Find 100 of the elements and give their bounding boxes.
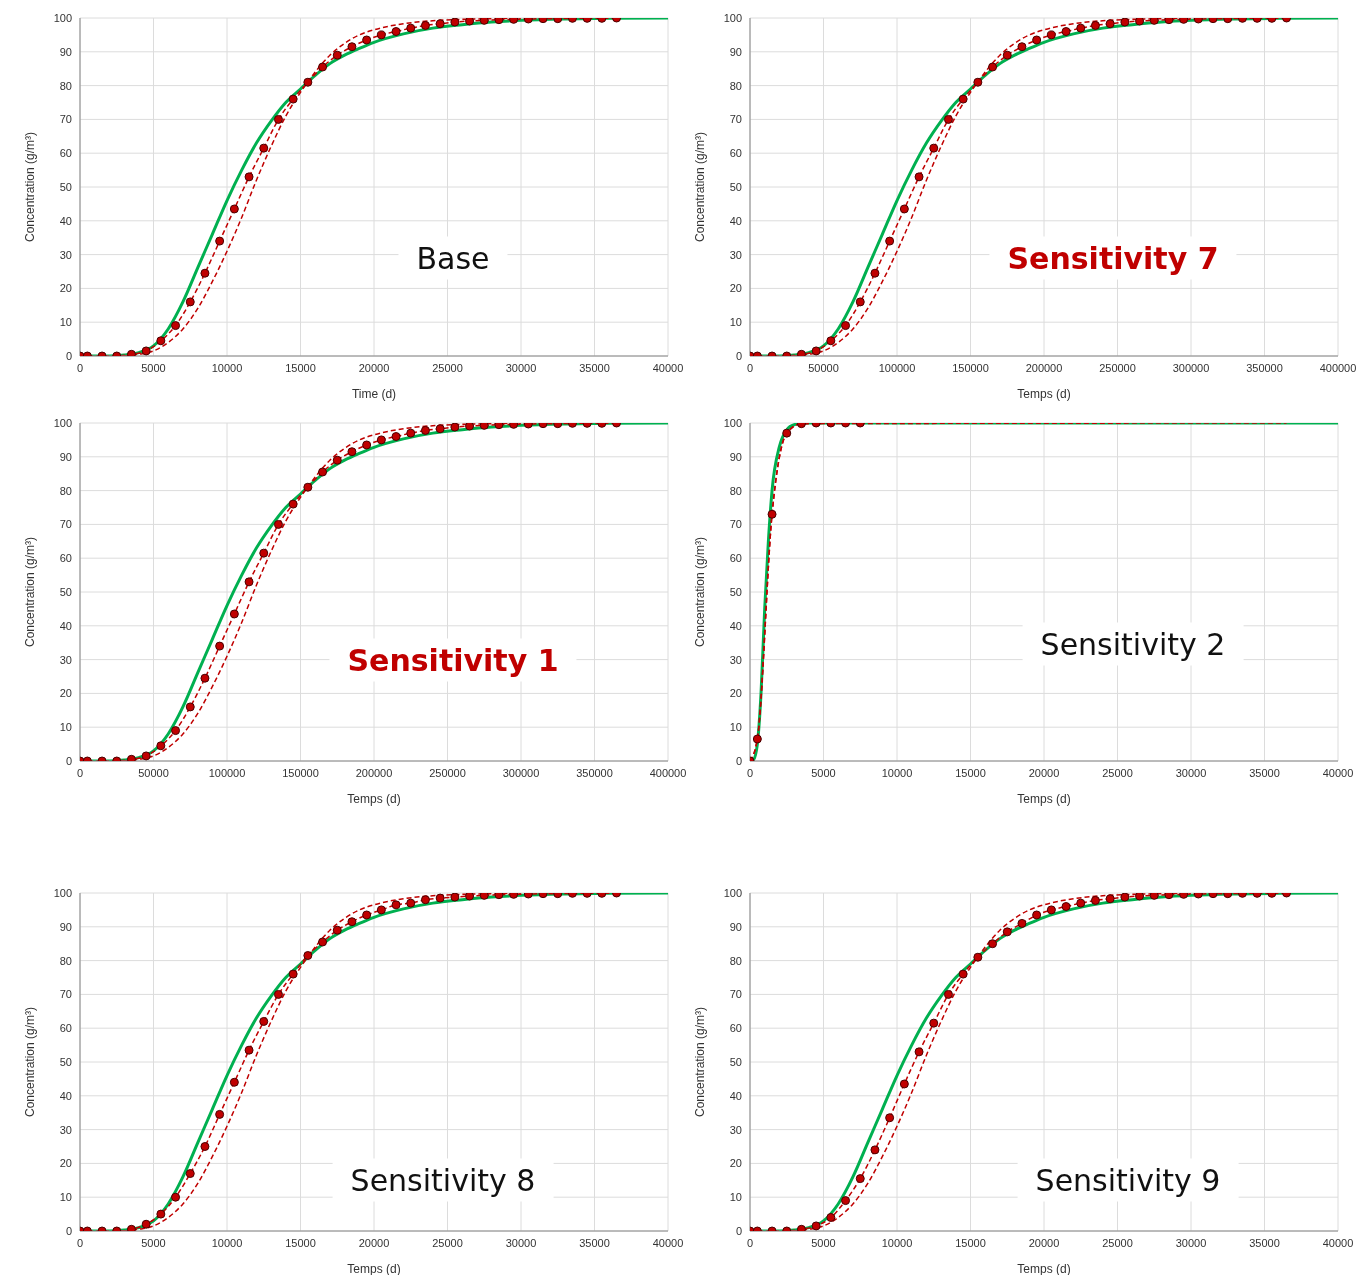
text: Sensitivity 9 — [1017, 1158, 1239, 1202]
x-tick-label: 35000 — [579, 1236, 610, 1249]
y-tick-label: 10 — [59, 721, 72, 734]
y-tick-label: 100 — [723, 416, 742, 429]
x-tick-label: 0 — [746, 361, 754, 374]
x-tick-label: 10000 — [881, 766, 913, 779]
x-tick-label: 150000 — [952, 361, 989, 374]
x-tick-label: 35000 — [1249, 766, 1280, 779]
y-tick-label: 90 — [729, 450, 742, 463]
x-tick-label: 20000 — [1028, 766, 1060, 779]
y-tick-label: 100 — [53, 11, 72, 24]
text: Sensitivity 1 — [329, 638, 577, 682]
y-tick-label: 0 — [65, 1224, 72, 1237]
y-tick-label: 80 — [59, 79, 72, 92]
x-tick-label: 100000 — [208, 766, 246, 779]
y-tick-label: 100 — [53, 416, 72, 429]
x-tick-label: 0 — [746, 766, 754, 779]
x-tick-label: 10000 — [211, 361, 243, 374]
x-tick-label: 100000 — [878, 361, 916, 374]
x-tick-label: 35000 — [579, 361, 610, 374]
y-tick-label: 20 — [729, 687, 742, 700]
x-axis-title: Temps (d) — [1017, 387, 1071, 401]
y-tick-label: 30 — [59, 653, 72, 666]
y-tick-label: 70 — [59, 988, 72, 1001]
x-tick-label: 15000 — [285, 361, 316, 374]
y-tick-label: 80 — [729, 79, 742, 92]
y-tick-label: 0 — [65, 349, 72, 362]
x-axis-title: Temps (d) — [347, 792, 401, 806]
y-axis-title: Concentration (g/m³) — [23, 536, 38, 648]
x-axis-title: Temps (d) — [347, 1262, 401, 1275]
text: Sensitivity 2 — [1022, 622, 1244, 666]
y-tick-label: 50 — [729, 1055, 742, 1068]
y-tick-label: 70 — [729, 113, 742, 126]
y-tick-label: 20 — [729, 1157, 742, 1170]
x-tick-label: 250000 — [1099, 361, 1136, 374]
x-tick-label: 5000 — [141, 1236, 166, 1249]
y-tick-label: 0 — [735, 754, 742, 767]
y-tick-label: 20 — [59, 282, 72, 295]
x-tick-label: 40000 — [1322, 1236, 1354, 1249]
y-tick-label: 30 — [729, 1123, 742, 1136]
y-tick-label: 20 — [59, 687, 72, 700]
x-axis-title: Temps (d) — [1017, 792, 1071, 806]
x-tick-label: 200000 — [355, 766, 393, 779]
y-tick-label: 100 — [723, 886, 742, 899]
x-tick-label: 50000 — [808, 361, 839, 374]
y-tick-label: 40 — [729, 1089, 742, 1102]
y-tick-label: 90 — [59, 45, 72, 58]
y-tick-label: 80 — [59, 484, 72, 497]
x-tick-label: 50000 — [138, 766, 169, 779]
y-tick-label: 100 — [723, 11, 742, 24]
y-tick-label: 80 — [729, 954, 742, 967]
x-tick-label: 10000 — [881, 1236, 913, 1249]
text: Sensitivity 8 — [332, 1158, 554, 1202]
x-tick-label: 250000 — [429, 766, 466, 779]
y-axis-title: Concentration (g/m³) — [23, 1006, 38, 1118]
x-tick-label: 15000 — [285, 1236, 316, 1249]
x-tick-label: 400000 — [1319, 361, 1357, 374]
y-tick-label: 40 — [729, 214, 742, 227]
y-tick-label: 10 — [59, 316, 72, 329]
x-tick-label: 5000 — [141, 361, 166, 374]
x-tick-label: 200000 — [1025, 361, 1063, 374]
x-tick-label: 30000 — [505, 1236, 537, 1249]
y-tick-label: 30 — [59, 1123, 72, 1136]
y-tick-label: 50 — [729, 585, 742, 598]
x-tick-label: 300000 — [1172, 361, 1210, 374]
x-tick-label: 5000 — [811, 1236, 836, 1249]
y-tick-label: 30 — [729, 248, 742, 261]
x-tick-label: 350000 — [1246, 361, 1283, 374]
y-tick-label: 60 — [729, 1022, 742, 1035]
y-tick-label: 90 — [729, 920, 742, 933]
y-tick-label: 30 — [59, 248, 72, 261]
y-axis-title: Concentration (g/m³) — [693, 1006, 708, 1118]
y-tick-label: 100 — [53, 886, 72, 899]
x-tick-label: 25000 — [1102, 1236, 1133, 1249]
x-tick-label: 400000 — [649, 766, 687, 779]
x-tick-label: 30000 — [505, 361, 537, 374]
y-tick-label: 10 — [729, 316, 742, 329]
text: Sensitivity 7 — [989, 236, 1237, 280]
y-tick-label: 30 — [729, 653, 742, 666]
y-tick-label: 90 — [59, 450, 72, 463]
y-tick-label: 50 — [59, 585, 72, 598]
y-tick-label: 10 — [729, 721, 742, 734]
x-tick-label: 0 — [746, 1236, 754, 1249]
x-tick-label: 40000 — [652, 1236, 684, 1249]
x-tick-label: 0 — [76, 766, 84, 779]
x-tick-label: 25000 — [432, 361, 463, 374]
x-tick-label: 40000 — [1322, 766, 1354, 779]
x-tick-label: 150000 — [282, 766, 319, 779]
y-tick-label: 20 — [59, 1157, 72, 1170]
x-tick-label: 35000 — [1249, 1236, 1280, 1249]
x-tick-label: 10000 — [211, 1236, 243, 1249]
x-tick-label: 20000 — [358, 361, 390, 374]
y-tick-label: 90 — [59, 920, 72, 933]
y-tick-label: 0 — [65, 754, 72, 767]
y-tick-label: 60 — [59, 552, 72, 565]
x-tick-label: 15000 — [955, 1236, 986, 1249]
x-tick-label: 350000 — [576, 766, 613, 779]
y-tick-label: 60 — [729, 552, 742, 565]
y-tick-label: 10 — [59, 1191, 72, 1204]
x-tick-label: 0 — [76, 1236, 84, 1249]
